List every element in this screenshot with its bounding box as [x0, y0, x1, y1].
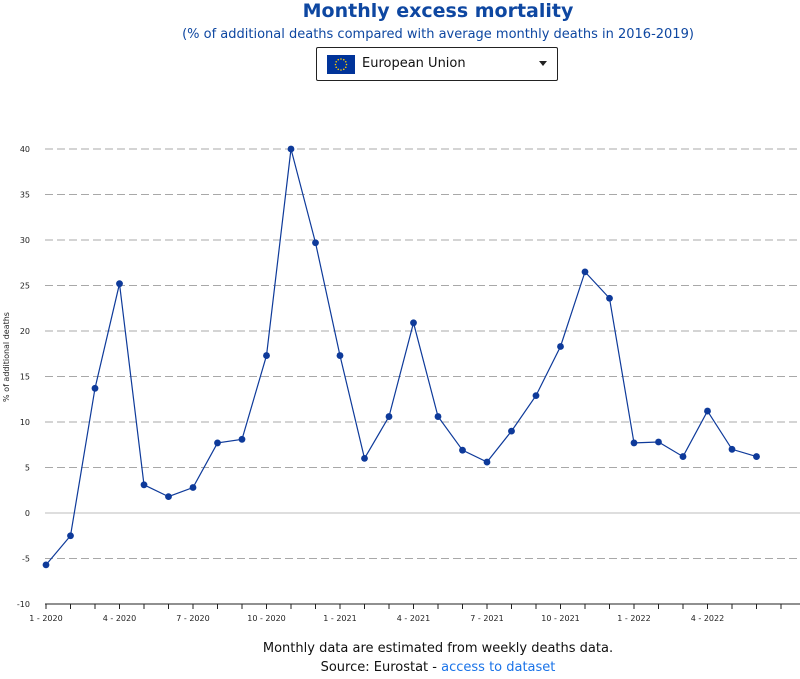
x-tick-label: 1 - 2021: [323, 614, 356, 623]
y-tick-label: 0: [25, 509, 30, 518]
data-point[interactable]: [238, 435, 246, 443]
flag-star: [340, 58, 342, 60]
data-point[interactable]: [263, 352, 270, 359]
y-tick-label: -10: [17, 600, 30, 609]
data-point[interactable]: [679, 453, 687, 460]
x-tick-label: 4 - 2021: [397, 614, 430, 623]
data-point[interactable]: [655, 438, 662, 446]
x-tick-label: 10 - 2020: [247, 614, 286, 623]
data-point[interactable]: [91, 384, 99, 392]
series-layer: [42, 145, 760, 569]
data-point[interactable]: [434, 413, 442, 420]
flag-star: [344, 60, 347, 63]
data-point[interactable]: [532, 392, 540, 400]
data-point[interactable]: [312, 239, 319, 247]
data-point[interactable]: [116, 280, 123, 288]
chevron-down-icon: [539, 61, 547, 66]
y-tick-label: 20: [20, 327, 30, 336]
data-point[interactable]: [508, 427, 515, 435]
data-point[interactable]: [459, 446, 466, 454]
y-tick-label: 35: [20, 191, 30, 200]
line-chart: -10 -5 0 5 10 15 20 25 30 35 40 1 - 2020 4 - 2020 7 …: [2, 145, 800, 623]
data-point[interactable]: [581, 268, 589, 276]
data-point[interactable]: [728, 445, 736, 453]
data-point[interactable]: [287, 145, 295, 153]
grid-lines: [45, 148, 800, 605]
y-tick-label: 5: [25, 464, 30, 473]
y-axis: -10 -5 0 5 10 15 20 25 30 35 40: [17, 145, 30, 609]
data-point[interactable]: [336, 352, 344, 359]
flag-star: [342, 68, 345, 71]
x-tick-label: 1 - 2022: [617, 614, 650, 623]
data-point[interactable]: [630, 439, 638, 447]
data-point[interactable]: [361, 455, 368, 462]
access-dataset-link[interactable]: access to dataset: [441, 660, 556, 675]
eu-flag-icon: [327, 55, 355, 74]
x-tick-label: 7 - 2020: [176, 614, 209, 623]
data-point[interactable]: [606, 294, 613, 302]
series-line-european-union: [45, 148, 757, 566]
x-tick-label: 10 - 2021: [541, 614, 580, 623]
y-tick-label: -5: [22, 555, 30, 564]
source-line: Source: Eurostat - access to dataset: [0, 660, 800, 675]
data-point[interactable]: [557, 343, 564, 350]
data-point[interactable]: [67, 532, 74, 540]
y-tick-label: 10: [20, 418, 30, 427]
data-point[interactable]: [483, 458, 491, 466]
x-tick-label: 1 - 2020: [29, 614, 62, 623]
data-point[interactable]: [140, 481, 148, 489]
y-axis-label: % of additional deaths: [2, 312, 11, 402]
data-point[interactable]: [214, 439, 221, 447]
flag-star: [335, 60, 338, 63]
flag-star: [337, 58, 340, 61]
x-tick-label: 7 - 2021: [470, 614, 503, 623]
data-point[interactable]: [753, 453, 760, 460]
data-point[interactable]: [410, 319, 417, 327]
data-point[interactable]: [704, 407, 711, 415]
data-point[interactable]: [42, 561, 50, 569]
data-point[interactable]: [385, 413, 393, 420]
x-tick-label: 4 - 2020: [103, 614, 136, 623]
y-tick-label: 30: [20, 236, 30, 245]
footnote: Monthly data are estimated from weekly d…: [262, 641, 614, 656]
country-selector[interactable]: European Union: [316, 47, 558, 81]
flag-star: [335, 66, 338, 69]
flag-star: [342, 58, 345, 61]
x-tick-label: 4 - 2022: [691, 614, 724, 623]
data-point[interactable]: [189, 484, 197, 491]
chart-title: Monthly excess mortality: [302, 0, 574, 22]
flag-star: [340, 69, 342, 71]
country-selector-value: European Union: [362, 56, 466, 71]
flag-star: [334, 63, 337, 66]
x-axis: 1 - 2020 4 - 2020 7 - 2020 10 - 2020 1 - 202…: [29, 603, 800, 623]
flag-star: [337, 68, 340, 71]
flag-star: [344, 66, 347, 69]
flag-star: [345, 63, 348, 66]
chart-subtitle: (% of additional deaths compared with av…: [182, 27, 694, 42]
y-tick-label: 15: [20, 373, 30, 382]
y-tick-label: 25: [20, 282, 30, 291]
y-tick-label: 40: [20, 145, 30, 154]
data-point[interactable]: [165, 493, 172, 501]
source-prefix: Source: Eurostat -: [320, 660, 442, 675]
